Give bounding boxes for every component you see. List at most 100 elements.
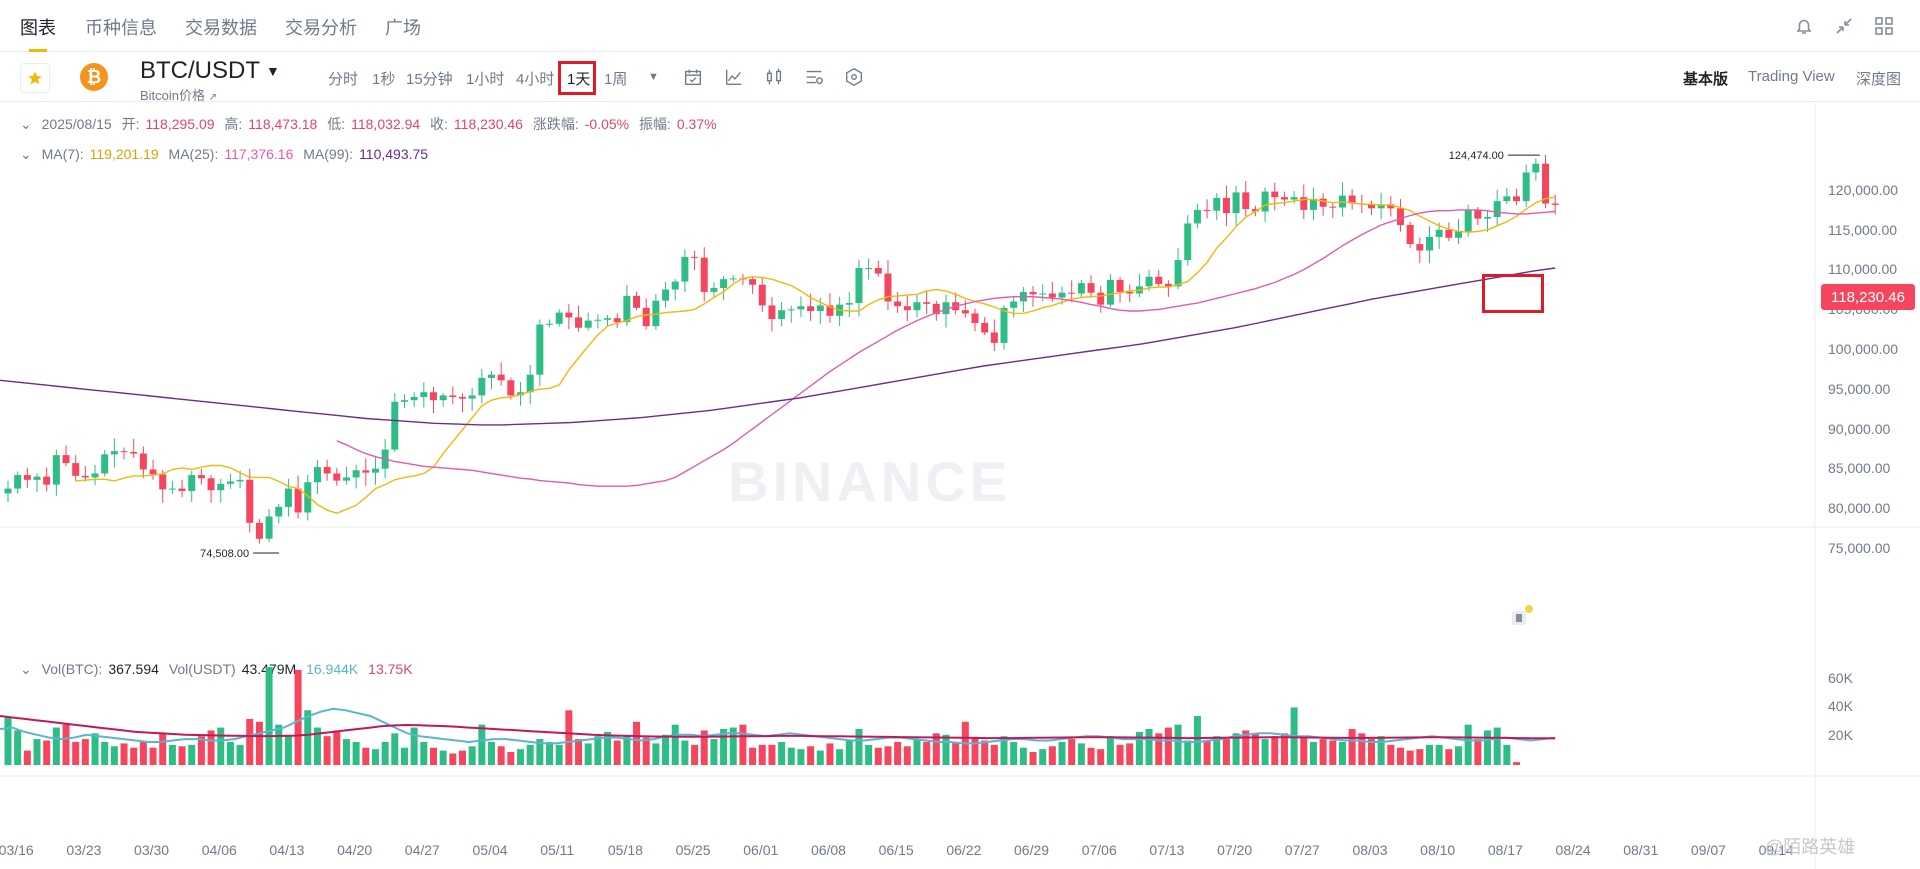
collapse-icon[interactable] [1832, 14, 1856, 38]
candle-body [1203, 209, 1211, 211]
candle-body [449, 395, 457, 398]
indicator-line-icon[interactable] [723, 66, 745, 88]
grid-icon[interactable] [1872, 14, 1896, 38]
volume-bar [555, 744, 563, 765]
candle-body [1058, 292, 1066, 298]
candle-body [294, 488, 302, 513]
volume-bar [633, 721, 641, 765]
volume-bar [1058, 741, 1066, 765]
volume-bar [1309, 741, 1317, 765]
view-basic[interactable]: 基本版 [1683, 71, 1729, 88]
candle-body [130, 451, 138, 454]
time-tick-label: 07/06 [1081, 842, 1117, 858]
time-tick-label: 07/13 [1149, 842, 1185, 858]
volume-bar [400, 747, 408, 765]
candle-body [478, 377, 486, 396]
view-tradingview[interactable]: Trading View [1748, 68, 1835, 85]
bell-icon[interactable] [1792, 14, 1816, 38]
candlestick-type-icon[interactable] [763, 66, 785, 88]
volume-bar [1126, 743, 1134, 765]
news-icon[interactable] [1508, 605, 1534, 631]
volume-ma-long-line [0, 715, 1556, 740]
price-tick-label: 90,000.00 [1828, 420, 1891, 437]
interval-1h[interactable]: 1小时 [466, 71, 505, 88]
volume-bar [981, 740, 989, 765]
legend-collapse-icon[interactable]: ⌄ [20, 116, 32, 132]
tab-square[interactable]: 广场 [385, 18, 421, 38]
volume-bar [1387, 744, 1395, 765]
tab-trading-data[interactable]: 交易数据 [185, 18, 257, 38]
candle-body [458, 397, 466, 399]
candle-body [1425, 236, 1433, 251]
ma7-label: MA(7): [41, 146, 84, 162]
volume-bar [410, 727, 418, 765]
candle-body [778, 310, 786, 319]
volume-bar [391, 733, 399, 765]
volume-bar [1464, 724, 1472, 765]
candle-body [729, 278, 737, 280]
tab-chart[interactable]: 图表 [20, 18, 56, 38]
chart-area[interactable]: BINANCE ⌄ 2025/08/15 开: 118,295.09 高: 118,… [0, 103, 1920, 869]
volume-bar [604, 731, 612, 765]
calendar-icon[interactable] [682, 66, 704, 88]
time-tick-label: 06/08 [810, 842, 846, 858]
chart-settings-list-icon[interactable] [803, 66, 825, 88]
tab-coin-info[interactable]: 币种信息 [85, 18, 157, 38]
volume-bar [207, 730, 215, 765]
time-tick-label: 08/24 [1555, 842, 1591, 858]
interval-4h[interactable]: 4小时 [516, 71, 555, 88]
tab-trading-analysis[interactable]: 交易分析 [285, 18, 357, 38]
candle-body [633, 295, 641, 308]
volume-bar [1039, 749, 1047, 765]
candle-body [768, 305, 776, 319]
candle-body [400, 400, 408, 402]
candle-body [855, 268, 863, 304]
candle-body [1242, 192, 1250, 210]
interval-15m[interactable]: 15分钟 [406, 71, 453, 88]
volume-bar [178, 746, 186, 765]
volume-bar [1203, 740, 1211, 765]
candle-body [604, 318, 612, 320]
volume-bar [159, 733, 167, 765]
volume-bar [1222, 739, 1230, 765]
top-nav: 图表 币种信息 交易数据 交易分析 广场 [0, 0, 1920, 52]
candle-body [1387, 204, 1395, 209]
vol-legend-collapse-icon[interactable]: ⌄ [20, 661, 32, 677]
interval-1s[interactable]: 1秒 [372, 71, 396, 88]
pair-title[interactable]: BTC/USDT [140, 57, 260, 84]
pair-dropdown-caret-icon[interactable]: ▼ [266, 63, 280, 79]
candle-body [1513, 196, 1521, 202]
ohlc-date: 2025/08/15 [41, 116, 112, 132]
candle-body [1106, 279, 1114, 305]
time-tick-label: 04/20 [337, 842, 373, 858]
volume-bar [942, 734, 950, 765]
settings-hexagon-icon[interactable] [843, 66, 865, 88]
volume-bar [855, 729, 863, 765]
candle-body [845, 303, 853, 305]
volume-bar [758, 744, 766, 765]
interval-1w[interactable]: 1周 [604, 71, 628, 88]
candle-body [1532, 163, 1540, 173]
time-tick-label: 04/13 [269, 842, 305, 858]
favorite-button[interactable] [20, 63, 50, 93]
vol-btc-value: 367.594 [108, 661, 159, 677]
bitcoin-icon: ₿ [80, 63, 108, 91]
pair-subtitle[interactable]: Bitcoin价格 ↗ [140, 85, 217, 104]
volume-bar [613, 740, 621, 765]
interval-timeline[interactable]: 分时 [328, 71, 359, 88]
interval-1d[interactable]: 1天 [567, 71, 591, 88]
view-depth[interactable]: 深度图 [1856, 71, 1902, 88]
candle-body [565, 312, 573, 318]
volume-tick-label: 20K [1828, 727, 1853, 744]
vol-ma1-value: 16.944K [306, 661, 359, 677]
more-intervals-caret-icon[interactable]: ▼ [648, 71, 659, 83]
candle-body [1484, 217, 1492, 219]
ma-legend-collapse-icon[interactable]: ⌄ [20, 146, 32, 162]
volume-bar [1280, 733, 1288, 765]
volume-bar [81, 739, 89, 765]
price-tick-label: 100,000.00 [1828, 341, 1899, 358]
volume-bar [826, 743, 834, 765]
candle-body [816, 305, 824, 312]
candle-body [1551, 203, 1559, 205]
candle-body [1039, 293, 1047, 295]
